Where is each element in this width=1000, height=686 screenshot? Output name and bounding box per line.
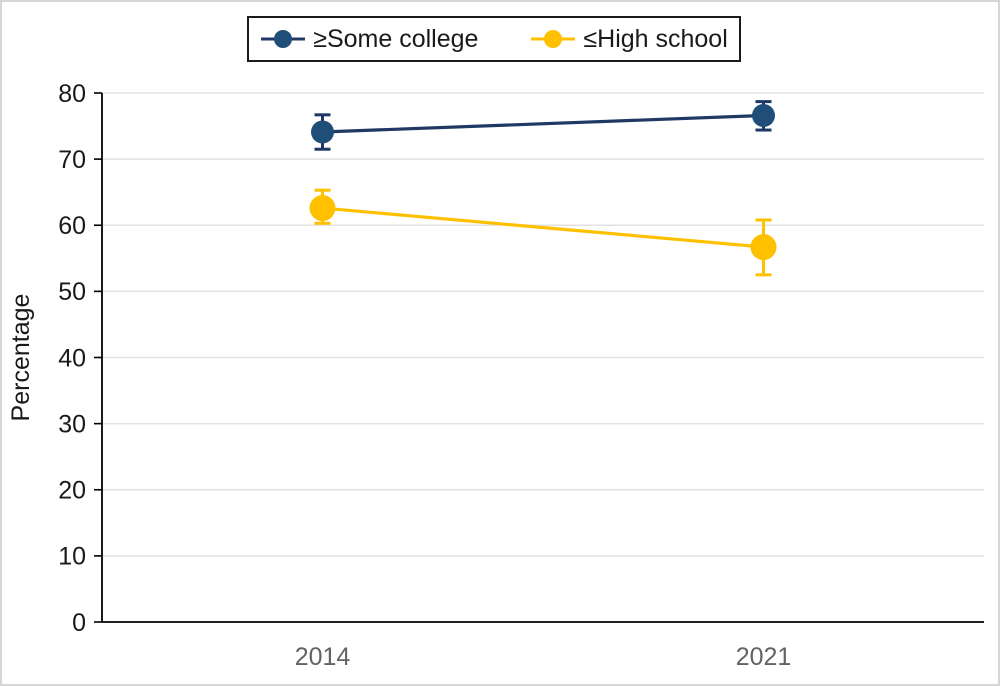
y-tick-label: 0: [72, 609, 86, 637]
legend-label-high-school: ≤High school: [583, 24, 728, 53]
x-tick-label: 2014: [295, 643, 351, 671]
data-point-marker: [750, 234, 777, 261]
y-tick-label: 20: [58, 477, 86, 505]
y-tick-label: 70: [58, 146, 86, 174]
y-tick-label: 40: [58, 344, 86, 372]
y-tick-label: 30: [58, 410, 86, 438]
data-point-marker: [752, 103, 775, 127]
y-tick-label: 10: [58, 543, 86, 571]
series-line: [322, 206, 764, 249]
data-point-marker: [311, 120, 334, 144]
legend-label-some-college: ≥Some college: [313, 24, 479, 53]
legend-marker-high-school-icon: [531, 30, 576, 48]
y-tick-label: 50: [58, 278, 86, 306]
y-tick-label: 60: [58, 212, 86, 240]
legend-circle-sample: [274, 30, 293, 48]
chart-legend: ≥Some college ≤High school: [247, 16, 741, 62]
legend-marker-some-college-icon: [261, 30, 306, 48]
legend-item-high-school: ≤High school: [530, 24, 728, 53]
x-tick-label: 2021: [736, 643, 792, 671]
legend-circle-sample: [544, 30, 563, 48]
y-tick-label: 80: [58, 80, 86, 108]
legend-item-some-college: ≥Some college: [260, 24, 479, 53]
series-line: [322, 113, 764, 134]
y-axis-title: Percentage: [7, 294, 35, 422]
data-point-marker: [309, 195, 336, 222]
